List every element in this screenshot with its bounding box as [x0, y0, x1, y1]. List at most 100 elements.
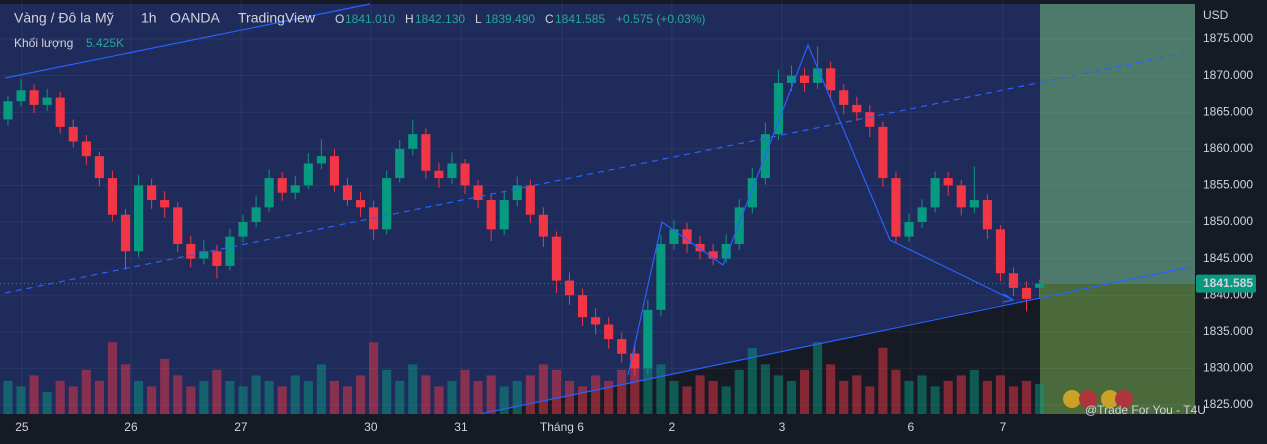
- volume-bar: [369, 342, 379, 414]
- volume-bar: [316, 364, 326, 414]
- candle-body: [734, 207, 744, 244]
- volume-label: Khối lượng: [14, 36, 73, 50]
- candle-body: [434, 170, 444, 179]
- drawings: [4, 3, 1191, 415]
- volume-bar: [447, 380, 457, 414]
- volume-bar: [355, 375, 366, 414]
- y-tick-label: 1835.000: [1203, 324, 1253, 338]
- candle-body: [160, 200, 170, 208]
- zigzag-arrow: [627, 43, 1014, 376]
- volume-bar: [551, 369, 562, 414]
- volume-bar: [147, 386, 157, 414]
- time-axis: [0, 414, 1195, 444]
- candle-body: [120, 214, 131, 252]
- x-tick-label: 25: [15, 420, 29, 434]
- candle-body: [264, 178, 274, 208]
- volume-bar: [3, 380, 13, 414]
- candle-body: [669, 229, 679, 244]
- legend-key: L: [475, 12, 482, 26]
- x-tick-label: 27: [234, 420, 248, 434]
- volume-value: 5.425K: [86, 36, 124, 50]
- watermark-icons: [1063, 390, 1133, 408]
- volume-bar: [682, 386, 692, 414]
- volume-bar: [408, 364, 418, 414]
- upper-trendline: [4, 3, 371, 79]
- volume-bar: [538, 364, 548, 414]
- volume-bar: [94, 380, 104, 414]
- candle-body: [878, 126, 888, 179]
- volume-bar: [290, 375, 300, 414]
- candle-body: [813, 68, 823, 83]
- x-tick-label: 30: [364, 420, 378, 434]
- candle-body: [42, 97, 52, 105]
- candle-body: [186, 243, 196, 259]
- y-tick-label: 1825.000: [1203, 397, 1253, 411]
- volume-bar: [878, 347, 888, 414]
- volume-bar: [107, 342, 118, 414]
- candle-body: [564, 280, 575, 296]
- candle-body: [917, 207, 927, 223]
- change: +0.575 (+0.03%): [616, 12, 705, 26]
- candle-body: [3, 101, 13, 120]
- candle-body: [133, 185, 144, 252]
- candle-body: [68, 126, 78, 142]
- grid: [0, 0, 1195, 414]
- x-tick-label: 7: [1000, 420, 1007, 434]
- volume-bar: [512, 380, 522, 414]
- candle-body: [630, 353, 640, 369]
- candle-body: [316, 156, 326, 164]
- y-tick-label: 1850.000: [1203, 214, 1253, 228]
- volume-bar: [251, 375, 261, 414]
- volume-bar: [577, 386, 588, 414]
- candle-body: [617, 339, 627, 354]
- broker: OANDA: [170, 10, 220, 26]
- candle-body: [904, 222, 914, 237]
- candle-body: [225, 236, 235, 266]
- volume-bar: [499, 386, 509, 414]
- candle-body: [891, 178, 901, 237]
- volume-bar: [604, 380, 614, 414]
- volume-bar: [1035, 384, 1045, 414]
- candle-body: [81, 141, 91, 157]
- interval: 1h: [141, 10, 157, 26]
- volume-bar: [760, 364, 770, 414]
- x-tick-label: 2: [669, 420, 676, 434]
- candle-body: [55, 97, 65, 127]
- volume-bar: [212, 369, 222, 414]
- candle-body: [421, 134, 431, 171]
- candle-body: [499, 200, 509, 230]
- candle-body: [1035, 283, 1045, 288]
- arrow-head: [1002, 293, 1015, 303]
- volume-bar: [81, 369, 91, 414]
- legend-key: C: [545, 12, 554, 26]
- y-tick-label: 1865.000: [1203, 104, 1253, 118]
- axes: 1825.0001830.0001835.0001840.0001845.000…: [15, 31, 1256, 434]
- candle-body: [943, 178, 953, 186]
- candle-body: [1008, 273, 1019, 288]
- volume-bar: [917, 375, 927, 414]
- candle-body: [538, 214, 548, 237]
- volume-bar: [969, 369, 979, 414]
- volume-bar: [473, 380, 483, 414]
- volume-bar: [421, 375, 431, 414]
- volume-bar: [434, 386, 444, 414]
- candle-body: [303, 163, 313, 186]
- candle-body: [591, 317, 601, 325]
- volume-bar: [55, 380, 65, 414]
- candle-body: [682, 229, 692, 244]
- volume-bar: [943, 380, 953, 414]
- volume-bar: [721, 386, 731, 414]
- candle-body: [212, 251, 222, 266]
- y-tick-label: 1875.000: [1203, 31, 1253, 45]
- volume-bar: [734, 369, 744, 414]
- candle-body: [852, 104, 862, 113]
- candle-body: [982, 200, 992, 230]
- volume-bar: [904, 380, 914, 414]
- watermark: @Trade For You - T4U: [1085, 403, 1206, 417]
- volume-bar: [303, 380, 313, 414]
- volume-bar: [29, 375, 39, 414]
- price-axis: [1195, 0, 1267, 444]
- y-tick-label: 1845.000: [1203, 251, 1253, 265]
- candle-body: [512, 185, 522, 201]
- y-tick-label: 1860.000: [1203, 141, 1253, 155]
